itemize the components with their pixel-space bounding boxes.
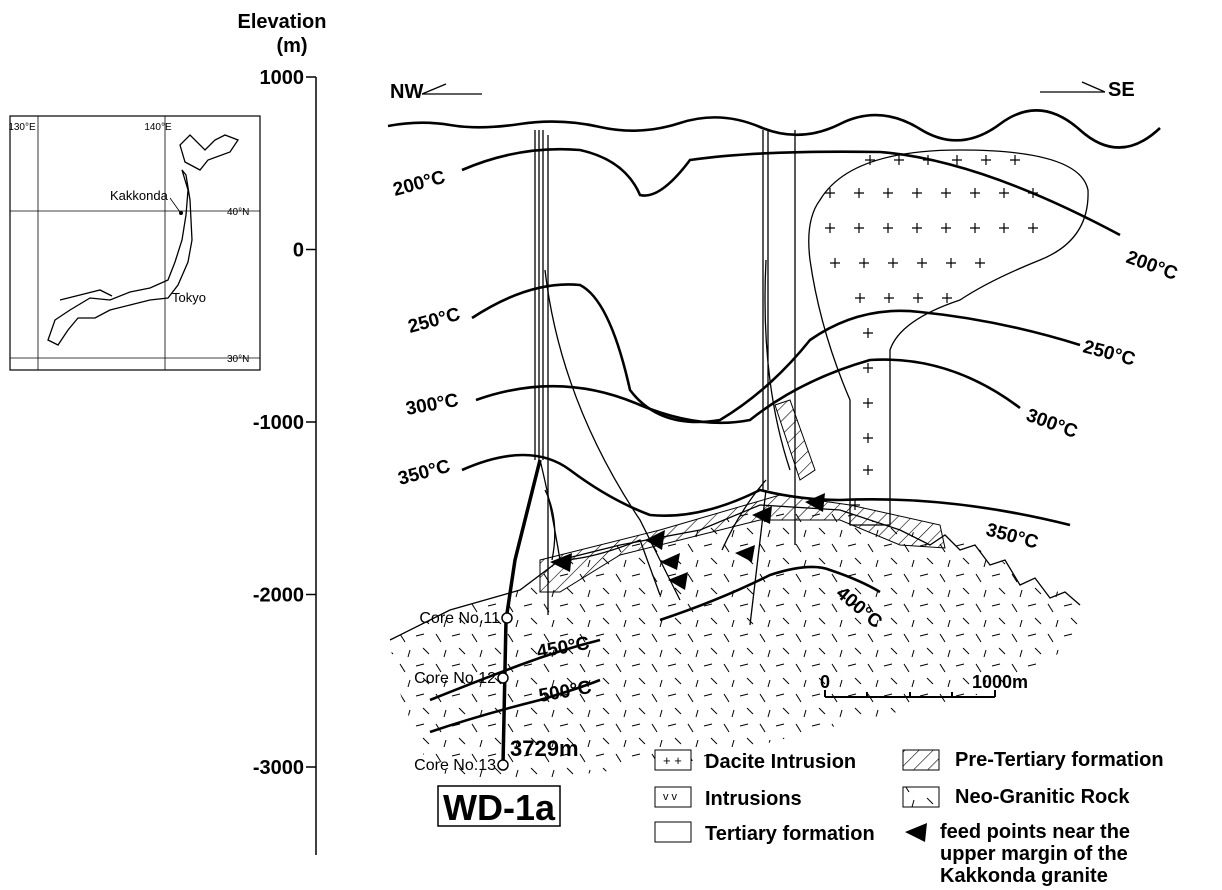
latitude: 30°N <box>227 354 249 365</box>
plus <box>952 155 962 165</box>
legend-label: Kakkonda granite <box>940 865 1108 887</box>
core-label: Core No.11 <box>419 610 500 627</box>
axis-ticks: 1000 0 -1000 -2000 -3000 <box>253 67 316 779</box>
legend-label: Tertiary formation <box>705 823 875 845</box>
isotherm-label: 250°C <box>406 304 463 338</box>
plus <box>883 188 893 198</box>
tick-label: -1000 <box>253 412 304 434</box>
dacite-intrusion <box>808 149 1089 526</box>
legend-label: Intrusions <box>705 788 802 810</box>
isotherm-label: 200°C <box>391 167 448 201</box>
plus <box>999 188 1009 198</box>
place: Tokyo <box>172 290 206 305</box>
plus <box>854 188 864 198</box>
plus <box>854 223 864 233</box>
legend-label: Dacite Intrusion <box>705 751 856 773</box>
legend-label: Neo-Granitic Rock <box>955 786 1130 808</box>
core-label: Core No.13 <box>414 757 496 774</box>
plus <box>825 223 835 233</box>
feed-points <box>550 493 825 590</box>
axis-unit: (m) <box>276 35 307 57</box>
plus <box>970 223 980 233</box>
well-depth: 3729m <box>510 736 579 761</box>
wd-1a-trace <box>501 459 542 766</box>
plus <box>999 223 1009 233</box>
plus <box>850 500 860 510</box>
plus <box>1028 223 1038 233</box>
tick-label: 0 <box>293 240 304 262</box>
plus <box>912 188 922 198</box>
plus <box>888 258 898 268</box>
isotherm-label: 300°C <box>1023 405 1080 443</box>
plus <box>883 223 893 233</box>
plus <box>884 293 894 303</box>
plus <box>917 258 927 268</box>
plus <box>1010 155 1020 165</box>
place: Kakkonda <box>110 188 169 203</box>
plus <box>863 465 873 475</box>
plus <box>863 398 873 408</box>
longitude: 140°E <box>144 122 172 133</box>
isotherm-label: 300°C <box>404 390 460 420</box>
plus <box>863 363 873 373</box>
latitude: 40°N <box>227 207 249 218</box>
wells <box>501 130 796 766</box>
isotherm-label: 250°C <box>1081 337 1138 371</box>
ground-surface <box>387 109 1161 149</box>
legend-label: feed points near the <box>940 821 1130 843</box>
plus <box>942 293 952 303</box>
isotherms <box>429 147 1121 734</box>
tick-label: 1000 <box>260 67 305 89</box>
plus <box>941 223 951 233</box>
plus <box>825 188 835 198</box>
plus <box>859 258 869 268</box>
legend: + + v v <box>654 749 940 843</box>
longitude: 130°E <box>8 122 36 133</box>
well-name-box <box>437 785 561 827</box>
svg-text:v v: v v <box>663 791 678 803</box>
plus <box>894 155 904 165</box>
legend-label: Pre-Tertiary formation <box>955 749 1164 771</box>
plus <box>863 328 873 338</box>
direction: NW <box>390 81 423 103</box>
plus <box>941 188 951 198</box>
plus <box>946 258 956 268</box>
isotherm-label: 350°C <box>396 456 453 490</box>
scale-bar <box>824 690 996 698</box>
cores <box>497 612 513 771</box>
plus <box>863 433 873 443</box>
direction: SE <box>1108 79 1135 101</box>
dacite-symbols <box>825 155 1038 510</box>
well-name: WD-1a <box>443 787 556 828</box>
scale-label: 1000m <box>972 672 1028 692</box>
location-map: 130°E 140°E 40°N 30°N Kakkonda Tokyo <box>8 115 261 371</box>
tick-label: -3000 <box>253 757 304 779</box>
plus <box>975 258 985 268</box>
core-label: Core No.12 <box>414 670 496 687</box>
plus <box>970 188 980 198</box>
plus <box>830 258 840 268</box>
plus <box>855 293 865 303</box>
tick-label: -2000 <box>253 585 304 607</box>
isotherm-label: 200°C <box>1123 247 1180 285</box>
svg-text:+ +: + + <box>663 753 682 768</box>
plus <box>865 155 875 165</box>
plus <box>913 293 923 303</box>
scale-label: 0 <box>820 672 830 692</box>
legend-label: upper margin of the <box>940 843 1128 865</box>
axis-title: Elevation <box>238 11 327 33</box>
plus <box>981 155 991 165</box>
isotherm-label: 350°C <box>984 520 1041 554</box>
plus <box>912 223 922 233</box>
